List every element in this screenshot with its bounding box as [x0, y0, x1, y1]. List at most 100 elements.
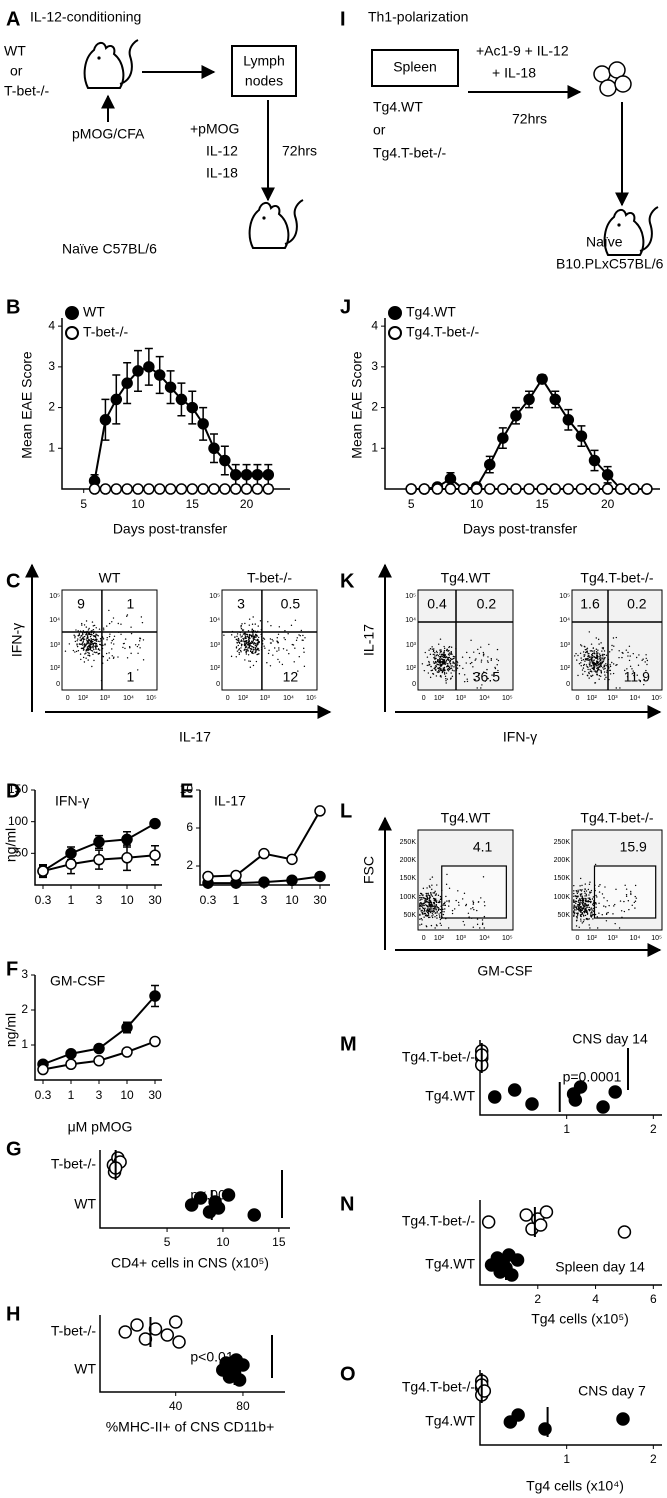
x-tick-label: 15 — [272, 1235, 286, 1249]
event-dot — [595, 651, 598, 653]
quadrant-value: 9 — [77, 596, 85, 612]
event-dot — [423, 916, 425, 918]
event-dot — [592, 918, 594, 920]
event-dot — [86, 638, 88, 640]
event-dot — [434, 899, 437, 901]
event-dot — [432, 653, 435, 656]
event-dot — [440, 915, 443, 918]
event-dot — [92, 628, 95, 631]
event-dot — [442, 660, 444, 662]
event-dot — [438, 643, 440, 645]
event-dot — [427, 901, 430, 904]
event-dot — [608, 904, 610, 907]
event-dot — [584, 914, 587, 917]
event-dot — [437, 909, 440, 911]
event-dot — [78, 643, 81, 645]
event-dot — [579, 909, 581, 912]
event-dot — [241, 629, 244, 631]
event-dot — [445, 662, 447, 664]
event-dot — [438, 662, 441, 664]
event-dot — [632, 670, 634, 672]
event-dot — [575, 909, 577, 911]
event-dot — [109, 633, 111, 635]
event-dot — [638, 654, 640, 656]
event-dot — [577, 904, 579, 906]
data-point — [573, 1080, 588, 1094]
event-dot — [439, 912, 442, 914]
data-point — [121, 483, 133, 495]
event-dot — [97, 648, 100, 651]
event-dot — [84, 643, 86, 645]
chart-title: IFN-γ — [55, 793, 89, 809]
event-dot — [248, 642, 250, 644]
y-tick-label: 4 — [371, 318, 378, 332]
event-dot — [581, 889, 583, 891]
event-dot — [448, 887, 451, 890]
event-dot — [92, 645, 94, 647]
x-tick-label: 0 — [422, 935, 426, 942]
event-dot — [442, 904, 444, 906]
x-tick-label: 1 — [563, 1452, 570, 1466]
event-dot — [431, 648, 434, 650]
event-dot — [449, 678, 452, 680]
event-dot — [602, 653, 604, 656]
event-dot — [82, 640, 84, 643]
event-dot — [85, 650, 87, 652]
event-dot — [434, 652, 436, 654]
x-tick-label: 5 — [408, 497, 415, 511]
time-label: 72hrs — [282, 143, 317, 159]
quadrant-value: 36.5 — [473, 669, 500, 685]
event-dot — [438, 666, 441, 669]
site-label: Lymph — [243, 53, 285, 69]
event-dot — [269, 642, 272, 644]
event-dot — [86, 648, 88, 650]
event-dot — [593, 659, 595, 661]
event-dot — [596, 673, 598, 676]
event-dot — [470, 639, 472, 641]
event-dot — [582, 897, 584, 900]
event-dot — [253, 648, 255, 651]
event-dot — [602, 648, 604, 650]
event-dot — [124, 647, 126, 650]
event-dot — [428, 660, 430, 663]
y-tick-label: 0 — [566, 681, 570, 688]
data-point — [197, 418, 209, 430]
event-dot — [482, 876, 485, 878]
event-dot — [425, 900, 428, 903]
event-dot — [421, 663, 424, 665]
event-dot — [111, 639, 113, 642]
event-dot — [625, 888, 628, 890]
event-dot — [111, 648, 113, 650]
event-dot — [277, 633, 280, 636]
event-dot — [424, 651, 426, 654]
event-dot — [598, 891, 601, 893]
event-dot — [130, 626, 132, 628]
data-point — [251, 483, 264, 495]
event-dot — [433, 902, 436, 905]
event-dot — [581, 912, 584, 914]
event-dot — [442, 908, 444, 911]
event-dot — [252, 652, 254, 655]
event-dot — [427, 911, 429, 913]
event-dot — [599, 664, 601, 666]
event-dot — [580, 662, 582, 664]
event-dot — [603, 664, 605, 666]
event-dot — [74, 637, 76, 639]
event-dot — [451, 912, 454, 915]
event-dot — [470, 908, 472, 910]
data-point — [37, 1063, 49, 1076]
event-dot — [581, 900, 583, 902]
event-dot — [247, 650, 249, 652]
x-tick-label: 10³ — [456, 935, 467, 942]
event-dot — [77, 630, 79, 632]
event-dot — [230, 634, 233, 636]
event-dot — [579, 652, 582, 654]
event-dot — [577, 654, 579, 657]
x-axis-label: GM-CSF — [477, 963, 532, 979]
event-dot — [483, 901, 486, 903]
event-dot — [429, 676, 432, 679]
event-dot — [92, 653, 94, 655]
event-dot — [590, 911, 593, 913]
event-dot — [614, 922, 616, 925]
